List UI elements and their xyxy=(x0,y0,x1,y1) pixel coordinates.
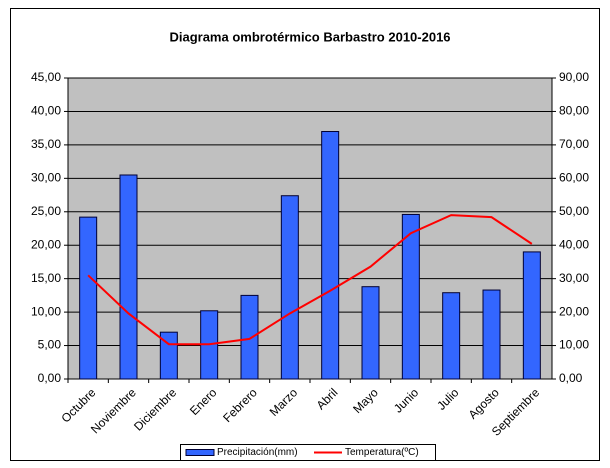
y-tick-label: 15,00 xyxy=(31,271,61,285)
y2-tick-label: 40,00 xyxy=(559,237,589,251)
y-tick-label: 10,00 xyxy=(31,304,61,318)
y2-tick-label: 0,00 xyxy=(559,371,583,385)
bar xyxy=(401,213,420,380)
bar xyxy=(522,251,541,380)
bar xyxy=(442,292,461,380)
legend-label: Precipitación(mm) xyxy=(217,447,298,458)
bar xyxy=(280,195,299,380)
y2-tick-label: 50,00 xyxy=(559,204,589,218)
y2-tick-label: 90,00 xyxy=(559,70,589,84)
y2-tick-label: 20,00 xyxy=(559,304,589,318)
bar xyxy=(361,286,380,380)
y2-tick-label: 60,00 xyxy=(559,171,589,185)
y2-tick-label: 10,00 xyxy=(559,338,589,352)
y-tick-label: 30,00 xyxy=(31,171,61,185)
y-tick-label: 5,00 xyxy=(38,338,62,352)
legend-label: Temperatura(ºC) xyxy=(345,447,419,458)
bar xyxy=(119,174,138,380)
y-tick-label: 0,00 xyxy=(38,371,62,385)
chart-title: Diagrama ombrotérmico Barbastro 2010-201… xyxy=(169,29,450,44)
legend-swatch xyxy=(185,449,215,456)
line xyxy=(87,214,533,346)
y-tick-label: 35,00 xyxy=(31,137,61,151)
y-tick-label: 45,00 xyxy=(31,70,61,84)
legend-box xyxy=(180,444,436,461)
bar xyxy=(240,294,259,380)
bar xyxy=(79,216,98,380)
y2-tick-label: 70,00 xyxy=(559,137,589,151)
y2-tick-label: 80,00 xyxy=(559,104,589,118)
y2-tick-label: 30,00 xyxy=(559,271,589,285)
bar xyxy=(321,131,340,380)
y-tick-label: 40,00 xyxy=(31,104,61,118)
y-tick-label: 20,00 xyxy=(31,237,61,251)
plot-area xyxy=(67,77,553,380)
y-tick-label: 25,00 xyxy=(31,204,61,218)
bar xyxy=(482,289,501,380)
